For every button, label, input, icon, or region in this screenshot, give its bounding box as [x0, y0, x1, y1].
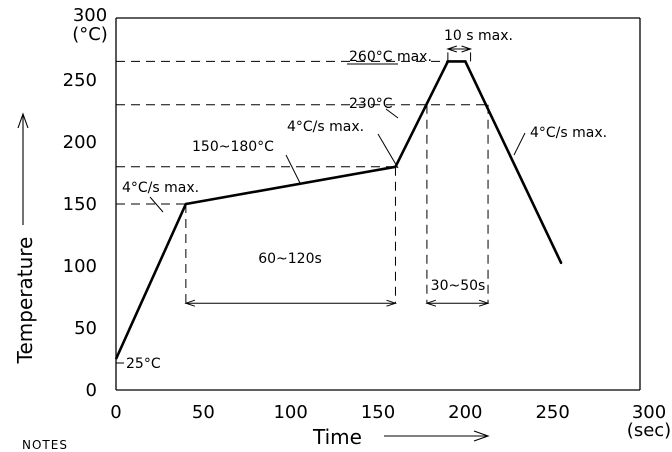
annotation-labels: Time Temperature 300 (sec) 300 (°C) 25°C… — [13, 5, 671, 449]
x-tick-label: 200 — [448, 402, 482, 423]
ramp1-label: 4°C/s max. — [122, 180, 199, 196]
soak-leader — [285, 154, 301, 184]
y-tick-label: 0 — [86, 380, 97, 401]
x-tick-label: 50 — [192, 402, 215, 423]
ramp1-leader — [149, 196, 164, 213]
reference-lines — [116, 49, 489, 304]
x-tick-label: 100 — [273, 402, 307, 423]
dimension-arrow — [184, 299, 196, 307]
profile-point — [115, 358, 117, 360]
y-tick-label: 100 — [63, 256, 97, 277]
y-axis-arrow — [17, 112, 29, 225]
y-axis-title: Temperature — [13, 237, 37, 365]
profile-point — [447, 60, 449, 63]
y-tick-label: 200 — [63, 132, 97, 153]
y-tick-label: 50 — [74, 318, 97, 339]
x-unit-label: (sec) — [627, 420, 671, 441]
liquidus-label: 230°C — [349, 96, 393, 112]
x-tick-label: 0 — [110, 402, 121, 423]
dimension-arrow — [446, 45, 458, 53]
dimension-markers — [184, 45, 490, 307]
dimension-arrow — [478, 299, 490, 307]
profile-series — [114, 60, 563, 360]
profile-point — [560, 262, 563, 265]
y-tick-label: 150 — [63, 194, 97, 215]
profile-point — [185, 203, 187, 205]
dimension-arrow — [425, 299, 437, 307]
ramp2-label: 4°C/s max. — [287, 119, 364, 135]
start-temp-label: 25°C — [126, 356, 161, 372]
x-tick-label: 150 — [361, 402, 395, 423]
x-tick-label: 250 — [535, 402, 569, 423]
profile-point — [394, 166, 397, 168]
y-end-label: 300 — [73, 5, 107, 26]
x-axis-title: Time — [312, 425, 362, 449]
cool-leader — [513, 132, 526, 156]
dimension-arrow — [461, 45, 473, 53]
y-tick-label: 250 — [63, 70, 97, 91]
axes — [17, 17, 641, 442]
cool-label: 4°C/s max. — [530, 125, 607, 141]
x-end-label: 300 — [632, 402, 666, 423]
soak-label: 150~180°C — [192, 139, 274, 155]
ramp2-leader — [377, 133, 399, 169]
tick-labels: 0 50 100 150 200 250 0 50 100 150 200 250 — [63, 70, 570, 423]
profile-line — [114, 60, 563, 360]
dimension-arrow — [386, 299, 398, 307]
y-unit-label: (°C) — [72, 24, 108, 45]
dim-label-10s-max: 10 s max. — [444, 28, 513, 44]
x-axis-arrow — [384, 430, 490, 442]
dim-label-30-50s: 30~50s — [431, 278, 486, 294]
notes-label: NOTES — [22, 438, 68, 452]
profile-point — [464, 60, 466, 63]
dim-label-60-120s: 60~120s — [258, 251, 322, 267]
peak-label: 260°C max. — [349, 49, 432, 65]
liquidus-leader — [385, 108, 399, 119]
